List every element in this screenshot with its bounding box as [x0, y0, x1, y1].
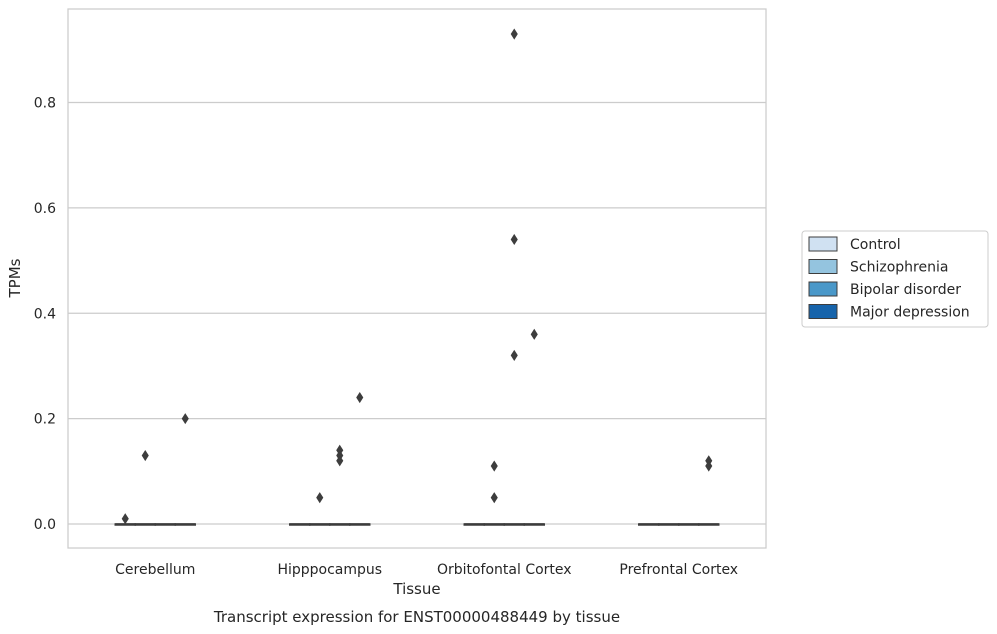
outlier-point — [490, 492, 498, 504]
outlier-point — [181, 413, 189, 425]
chart-caption: Transcript expression for ENST0000048844… — [213, 608, 620, 626]
legend-label: Major depression — [850, 305, 970, 321]
legend: Control Schizophrenia Bipolar disorder Majo… — [801, 230, 989, 328]
outlier-point — [510, 349, 518, 361]
y-tick-label: 0.2 — [34, 412, 56, 428]
outlier-point — [490, 460, 498, 472]
y-tick-label: 0.8 — [34, 96, 56, 112]
x-tick-labels: Cerebellum Hipppocampus Orbitofontal Corte… — [115, 562, 738, 578]
legend-label: Control — [850, 237, 901, 253]
legend-frame — [801, 230, 989, 328]
x-tick-label: Cerebellum — [115, 562, 195, 578]
y-tick-label: 0.4 — [34, 306, 56, 322]
x-axis-title: Tissue — [392, 580, 440, 598]
plot-area-frame — [67, 8, 767, 549]
outlier-point — [141, 449, 149, 462]
y-tick-labels: 0.0 0.2 0.4 0.6 0.8 — [34, 96, 56, 534]
y-tick-label: 0.0 — [34, 517, 56, 533]
y-axis-title: TPMs — [6, 258, 24, 298]
outlier-point — [336, 455, 344, 467]
legend-label: Schizophrenia — [850, 260, 948, 276]
legend-swatch — [808, 304, 838, 319]
outlier-point — [705, 460, 713, 472]
x-tick-label: Hipppocampus — [277, 562, 382, 578]
legend-swatch — [808, 259, 838, 274]
legend-label: Bipolar disorder — [850, 282, 961, 298]
outlier-point — [530, 328, 538, 340]
outlier-point — [356, 391, 364, 404]
outlier-points — [121, 28, 713, 525]
outlier-point — [316, 492, 324, 504]
legend-swatch — [808, 281, 838, 297]
y-tick-label: 0.6 — [34, 201, 56, 217]
grid-lines — [68, 101, 766, 525]
legend-swatch — [808, 236, 838, 252]
outlier-point — [510, 233, 518, 246]
outlier-point — [121, 513, 129, 525]
outlier-point — [510, 28, 518, 40]
x-tick-label: Prefrontal Cortex — [619, 562, 738, 578]
box-plots — [114, 523, 720, 526]
x-tick-label: Orbitofontal Cortex — [437, 562, 572, 578]
